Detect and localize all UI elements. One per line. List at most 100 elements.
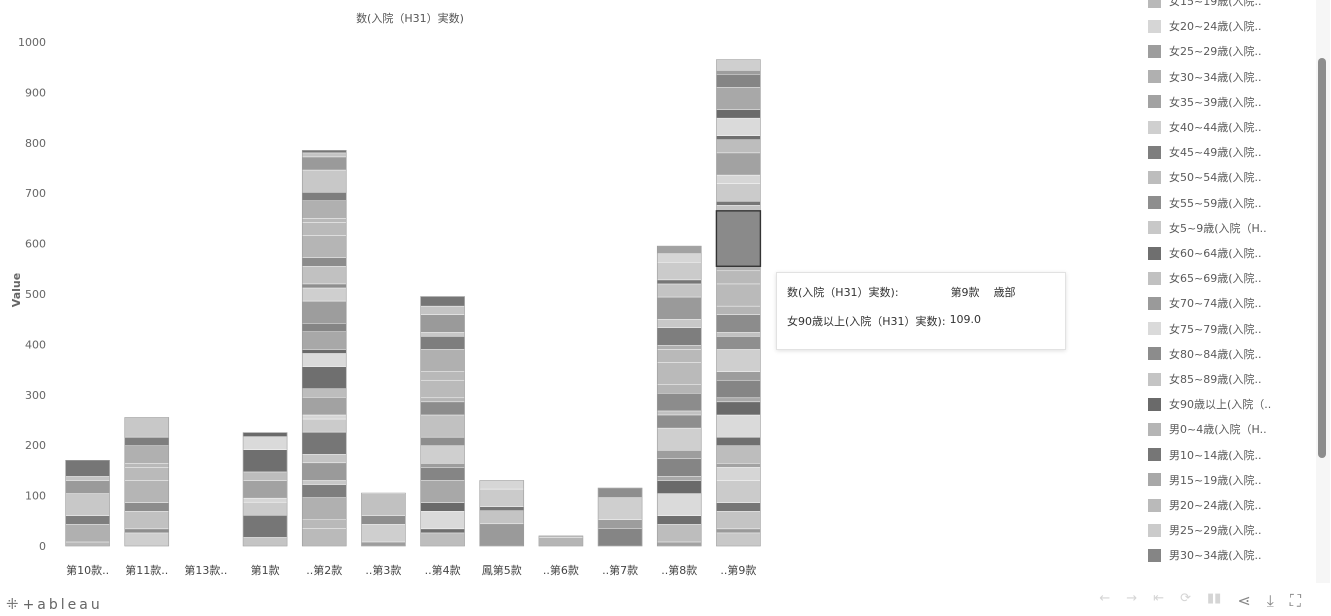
bar-segment[interactable] xyxy=(657,384,702,394)
bar-segment[interactable] xyxy=(716,174,761,184)
bar-segment[interactable] xyxy=(302,323,347,332)
bar[interactable] xyxy=(479,480,525,547)
legend-item[interactable]: 女45~49歳(入院.. xyxy=(1148,142,1262,162)
bar[interactable] xyxy=(361,492,406,547)
bar-segment[interactable] xyxy=(657,480,702,494)
bar-segment[interactable] xyxy=(657,541,702,547)
legend-item[interactable]: 女80~84歳(入院.. xyxy=(1148,344,1262,364)
bar-segment[interactable] xyxy=(716,109,761,119)
share-icon[interactable]: ⋖ xyxy=(1237,591,1251,610)
bar-segment[interactable] xyxy=(538,537,584,547)
bar-segment[interactable] xyxy=(479,480,524,490)
bar-segment[interactable] xyxy=(716,463,761,468)
bar-segment[interactable] xyxy=(597,519,643,529)
redo-icon[interactable]: → xyxy=(1126,591,1138,606)
bar-segment[interactable] xyxy=(242,449,288,473)
bar-segment[interactable] xyxy=(597,487,643,498)
bar-segment[interactable] xyxy=(361,493,406,516)
bar-segment[interactable] xyxy=(716,270,761,285)
bar-segment[interactable] xyxy=(657,327,702,346)
bar-segment[interactable] xyxy=(716,532,761,547)
download-icon[interactable]: ⤓ xyxy=(1266,591,1274,610)
bar-segment[interactable] xyxy=(657,427,702,451)
bar-segment[interactable] xyxy=(65,541,110,547)
bar-segment[interactable] xyxy=(716,414,761,438)
bar-segment[interactable] xyxy=(716,305,761,315)
bar-segment[interactable] xyxy=(302,222,347,236)
bar-segment[interactable] xyxy=(716,480,761,503)
bar-segment[interactable] xyxy=(124,445,169,464)
tableau-logo[interactable]: ⁜ +ableau xyxy=(6,595,103,613)
legend-item[interactable]: 女90歳以上(入院（.. xyxy=(1148,394,1271,414)
bar[interactable] xyxy=(597,487,643,547)
legend-item[interactable]: 女30~34歳(入院.. xyxy=(1148,67,1262,87)
bar-segment[interactable] xyxy=(716,397,761,403)
bar-segment[interactable] xyxy=(302,331,347,350)
bar-segment[interactable] xyxy=(657,245,702,254)
fullscreen-icon[interactable]: ⛶ xyxy=(1289,591,1301,610)
bar-segment[interactable] xyxy=(302,266,347,285)
bar[interactable] xyxy=(124,417,170,547)
bar-segment[interactable] xyxy=(716,74,761,88)
bar-segment[interactable] xyxy=(124,532,169,547)
bar-segment[interactable] xyxy=(302,519,347,529)
bar-segment[interactable] xyxy=(302,191,347,201)
bar[interactable] xyxy=(301,150,347,547)
revert-icon[interactable]: ⇤ xyxy=(1153,591,1165,606)
bar-segment[interactable] xyxy=(479,488,524,507)
legend-item[interactable]: 女70~74歳(入院.. xyxy=(1148,293,1262,313)
bar-segment[interactable] xyxy=(716,314,761,333)
bar-segment[interactable] xyxy=(716,445,761,464)
bar-segment[interactable] xyxy=(420,502,465,512)
bar-segment[interactable] xyxy=(124,417,169,438)
bar-segment[interactable] xyxy=(716,59,761,71)
highlighted-segment[interactable] xyxy=(715,210,762,267)
bar-segment[interactable] xyxy=(242,432,288,437)
legend-item[interactable]: 女25~29歳(入院.. xyxy=(1148,41,1262,61)
legend-item[interactable]: 女5~9歳(入院（H.. xyxy=(1148,218,1267,238)
legend-item[interactable]: 男30~34歳(入院.. xyxy=(1148,545,1262,565)
bar-segment[interactable] xyxy=(302,431,347,455)
bar-segment[interactable] xyxy=(657,493,702,516)
legend-item[interactable]: 男0~4歳(入院（H.. xyxy=(1148,419,1267,439)
bar-segment[interactable] xyxy=(242,501,288,516)
bar-segment[interactable] xyxy=(302,283,347,289)
bar-segment[interactable] xyxy=(302,528,347,547)
bar-segment[interactable] xyxy=(657,410,702,416)
bar-segment[interactable] xyxy=(657,362,702,385)
bar-segment[interactable] xyxy=(657,515,702,525)
bar-segment[interactable] xyxy=(420,532,465,547)
legend-scrollbar-thumb[interactable] xyxy=(1318,58,1326,458)
bar-segment[interactable] xyxy=(242,497,288,503)
bar-segment[interactable] xyxy=(302,300,347,324)
undo-icon[interactable]: ← xyxy=(1099,591,1111,606)
bar-segment[interactable] xyxy=(657,279,702,285)
bar-segment[interactable] xyxy=(420,480,465,503)
bar-segment[interactable] xyxy=(716,139,761,154)
bar-segment[interactable] xyxy=(420,349,465,372)
bar-segment[interactable] xyxy=(65,480,110,494)
bar-segment[interactable] xyxy=(657,283,702,298)
bar-segment[interactable] xyxy=(716,349,761,372)
bar-segment[interactable] xyxy=(420,336,465,350)
bar-segment[interactable] xyxy=(657,414,702,429)
bar-segment[interactable] xyxy=(597,497,643,520)
bar-segment[interactable] xyxy=(65,476,110,481)
bar-segment[interactable] xyxy=(657,476,702,481)
bar-segment[interactable] xyxy=(302,235,347,258)
bar-segment[interactable] xyxy=(302,152,347,158)
legend-item[interactable]: 女85~89歳(入院.. xyxy=(1148,369,1262,389)
bar-segment[interactable] xyxy=(302,388,347,398)
bar-segment[interactable] xyxy=(302,156,347,171)
bar-segment[interactable] xyxy=(716,266,761,272)
bar-segment[interactable] xyxy=(420,332,465,337)
bar[interactable] xyxy=(656,245,702,547)
bar-segment[interactable] xyxy=(420,467,465,481)
legend-item[interactable]: 女75~79歳(入院.. xyxy=(1148,319,1262,339)
bar-segment[interactable] xyxy=(302,366,347,389)
bar-segment[interactable] xyxy=(65,493,110,516)
bar-segment[interactable] xyxy=(302,150,347,154)
bar-segment[interactable] xyxy=(302,169,347,193)
bar-segment[interactable] xyxy=(716,283,761,307)
bar-segment[interactable] xyxy=(657,319,702,328)
